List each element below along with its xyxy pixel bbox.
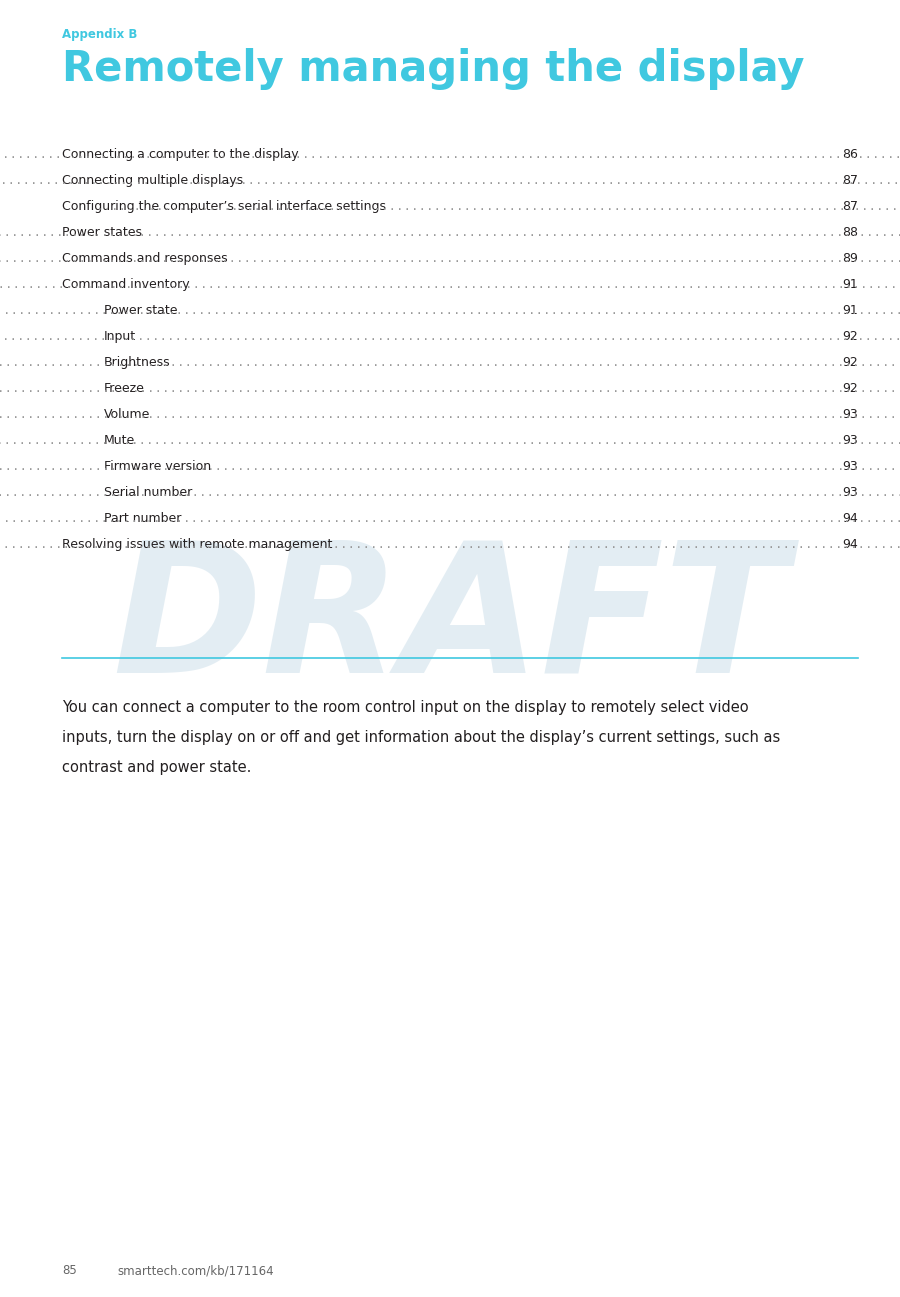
Text: 91: 91 (842, 278, 858, 291)
Text: 94: 94 (842, 512, 858, 525)
Text: ................................................................................: ........................................… (0, 512, 900, 525)
Text: DRAFT: DRAFT (112, 534, 788, 711)
Text: Resolving issues with remote management: Resolving issues with remote management (62, 538, 332, 551)
Text: 87: 87 (842, 174, 858, 187)
Text: Power states: Power states (62, 226, 142, 239)
Text: inputs, turn the display on or off and get information about the display’s curre: inputs, turn the display on or off and g… (62, 730, 780, 744)
Text: Freeze: Freeze (104, 383, 145, 396)
Text: ................................................................................: ........................................… (0, 538, 900, 551)
Text: Remotely managing the display: Remotely managing the display (62, 48, 805, 89)
Text: 85: 85 (62, 1265, 77, 1278)
Text: 86: 86 (842, 148, 858, 161)
Text: 94: 94 (842, 538, 858, 551)
Text: 92: 92 (842, 329, 858, 342)
Text: smarttech.com/kb/171164: smarttech.com/kb/171164 (117, 1265, 274, 1278)
Text: Connecting multiple displays: Connecting multiple displays (62, 174, 243, 187)
Text: Command inventory: Command inventory (62, 278, 190, 291)
Text: 91: 91 (842, 303, 858, 316)
Text: 93: 93 (842, 460, 858, 473)
Text: 92: 92 (842, 383, 858, 396)
Text: ................................................................................: ........................................… (0, 329, 900, 342)
Text: ................................................................................: ........................................… (0, 460, 900, 473)
Text: ................................................................................: ........................................… (0, 434, 900, 447)
Text: 93: 93 (842, 409, 858, 422)
Text: Appendix B: Appendix B (62, 29, 138, 42)
Text: ................................................................................: ........................................… (0, 303, 900, 316)
Text: 89: 89 (842, 252, 858, 265)
Text: Power state: Power state (104, 303, 177, 316)
Text: Volume: Volume (104, 409, 150, 422)
Text: Part number: Part number (104, 512, 182, 525)
Text: 93: 93 (842, 434, 858, 447)
Text: Mute: Mute (104, 434, 135, 447)
Text: You can connect a computer to the room control input on the display to remotely : You can connect a computer to the room c… (62, 700, 749, 715)
Text: Serial number: Serial number (104, 486, 193, 499)
Text: Input: Input (104, 329, 136, 342)
Text: 88: 88 (842, 226, 858, 239)
Text: Commands and responses: Commands and responses (62, 252, 228, 265)
Text: 93: 93 (842, 486, 858, 499)
Text: ................................................................................: ........................................… (0, 355, 900, 370)
Text: ................................................................................: ........................................… (0, 486, 900, 499)
Text: ................................................................................: ........................................… (0, 148, 900, 161)
Text: ................................................................................: ........................................… (0, 226, 900, 239)
Text: ................................................................................: ........................................… (0, 174, 900, 187)
Text: Connecting a computer to the display: Connecting a computer to the display (62, 148, 299, 161)
Text: contrast and power state.: contrast and power state. (62, 760, 251, 776)
Text: ................................................................................: ........................................… (96, 200, 900, 213)
Text: 87: 87 (842, 200, 858, 213)
Text: Firmware version: Firmware version (104, 460, 212, 473)
Text: Brightness: Brightness (104, 355, 171, 370)
Text: Configuring the computer’s serial interface settings: Configuring the computer’s serial interf… (62, 200, 386, 213)
Text: ................................................................................: ........................................… (0, 383, 900, 396)
Text: ................................................................................: ........................................… (0, 278, 900, 291)
Text: 92: 92 (842, 355, 858, 370)
Text: ................................................................................: ........................................… (0, 252, 900, 265)
Text: ................................................................................: ........................................… (0, 409, 900, 422)
